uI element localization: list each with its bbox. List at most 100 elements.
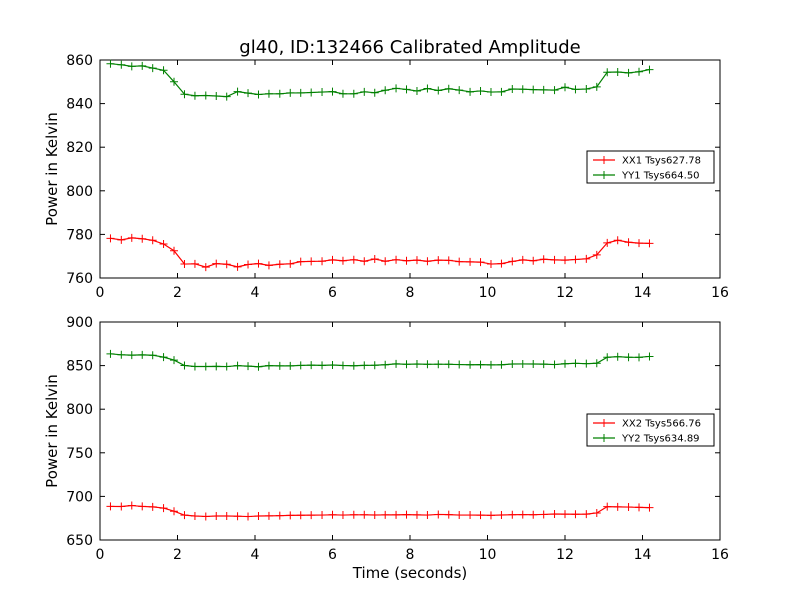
data-point bbox=[539, 360, 548, 369]
y-tick-label: 820 bbox=[66, 140, 93, 156]
data-point bbox=[582, 510, 591, 519]
legend-marker bbox=[600, 434, 608, 442]
data-point bbox=[286, 88, 295, 97]
data-point bbox=[148, 502, 157, 511]
data-point bbox=[370, 88, 379, 97]
data-point bbox=[106, 59, 115, 68]
data-point bbox=[539, 85, 548, 94]
data-point bbox=[402, 256, 411, 265]
data-point bbox=[233, 361, 242, 370]
data-point bbox=[518, 85, 527, 94]
data-point bbox=[613, 352, 622, 361]
data-point bbox=[307, 88, 316, 97]
data-point bbox=[201, 91, 210, 100]
x-tick-label: 12 bbox=[556, 547, 574, 563]
data-point bbox=[254, 90, 263, 99]
data-point bbox=[318, 511, 327, 520]
data-point bbox=[497, 510, 506, 519]
data-point bbox=[434, 86, 443, 95]
x-tick-label: 16 bbox=[711, 285, 729, 301]
data-point bbox=[254, 512, 263, 521]
data-point bbox=[233, 512, 242, 521]
data-point bbox=[508, 360, 517, 369]
data-point bbox=[550, 255, 559, 264]
data-point bbox=[550, 360, 559, 369]
data-point bbox=[360, 361, 369, 370]
data-point bbox=[127, 62, 136, 71]
data-point bbox=[466, 87, 475, 96]
x-tick-label: 16 bbox=[711, 547, 729, 563]
data-point bbox=[412, 360, 421, 369]
data-point bbox=[180, 90, 189, 99]
data-point bbox=[476, 258, 485, 267]
data-point bbox=[338, 511, 347, 520]
data-point bbox=[360, 510, 369, 519]
data-point bbox=[180, 511, 189, 520]
data-point bbox=[381, 257, 390, 266]
data-point bbox=[307, 257, 316, 266]
y-tick-label: 850 bbox=[66, 359, 93, 375]
data-point bbox=[148, 351, 157, 360]
x-tick-label: 10 bbox=[479, 547, 497, 563]
data-point bbox=[582, 254, 591, 263]
data-point bbox=[635, 239, 644, 248]
data-point bbox=[233, 87, 242, 96]
x-tick-label: 0 bbox=[96, 285, 105, 301]
x-tick-label: 10 bbox=[479, 285, 497, 301]
data-point bbox=[222, 362, 231, 371]
chart-title: gl40, ID:132466 Calibrated Amplitude bbox=[239, 37, 580, 58]
data-point bbox=[370, 510, 379, 519]
data-point bbox=[466, 360, 475, 369]
data-point bbox=[466, 511, 475, 520]
data-point bbox=[275, 89, 284, 98]
data-point bbox=[412, 256, 421, 265]
data-point bbox=[645, 65, 654, 74]
data-point bbox=[286, 361, 295, 370]
data-point bbox=[497, 360, 506, 369]
data-point bbox=[180, 361, 189, 370]
data-point bbox=[360, 87, 369, 96]
data-point bbox=[296, 511, 305, 520]
series-line bbox=[110, 63, 650, 98]
data-point bbox=[434, 510, 443, 519]
data-point bbox=[529, 510, 538, 519]
y-tick-label: 760 bbox=[66, 271, 93, 287]
data-point bbox=[170, 246, 179, 255]
data-point bbox=[423, 84, 432, 93]
data-point bbox=[222, 260, 231, 269]
y-tick-label: 840 bbox=[66, 97, 93, 113]
data-point bbox=[190, 259, 199, 268]
data-point bbox=[338, 89, 347, 98]
data-point bbox=[423, 257, 432, 266]
data-point bbox=[635, 503, 644, 512]
data-point bbox=[381, 510, 390, 519]
x-tick-label: 4 bbox=[251, 285, 260, 301]
data-point bbox=[539, 255, 548, 264]
data-point bbox=[582, 84, 591, 93]
data-point bbox=[635, 353, 644, 362]
data-point bbox=[212, 362, 221, 371]
series-line bbox=[110, 237, 650, 268]
data-point bbox=[264, 361, 273, 370]
data-point bbox=[233, 262, 242, 271]
data-point bbox=[571, 510, 580, 519]
data-point bbox=[381, 86, 390, 95]
data-point bbox=[466, 257, 475, 266]
data-point bbox=[349, 361, 358, 370]
y-tick-label: 750 bbox=[66, 446, 93, 462]
x-tick-label: 8 bbox=[406, 285, 415, 301]
data-point bbox=[645, 239, 654, 248]
data-point bbox=[497, 87, 506, 96]
data-point bbox=[138, 61, 147, 70]
data-point bbox=[486, 511, 495, 520]
data-point bbox=[201, 263, 210, 272]
data-point bbox=[518, 359, 527, 368]
data-point bbox=[138, 234, 147, 243]
y-tick-label: 860 bbox=[66, 53, 93, 69]
data-point bbox=[455, 86, 464, 95]
data-point bbox=[286, 259, 295, 268]
bottom-panel: 0 2 4 6 8 10 12 14 16 650 700 750 800 850 900 Power in … bbox=[43, 315, 729, 563]
legend-marker bbox=[600, 419, 608, 427]
